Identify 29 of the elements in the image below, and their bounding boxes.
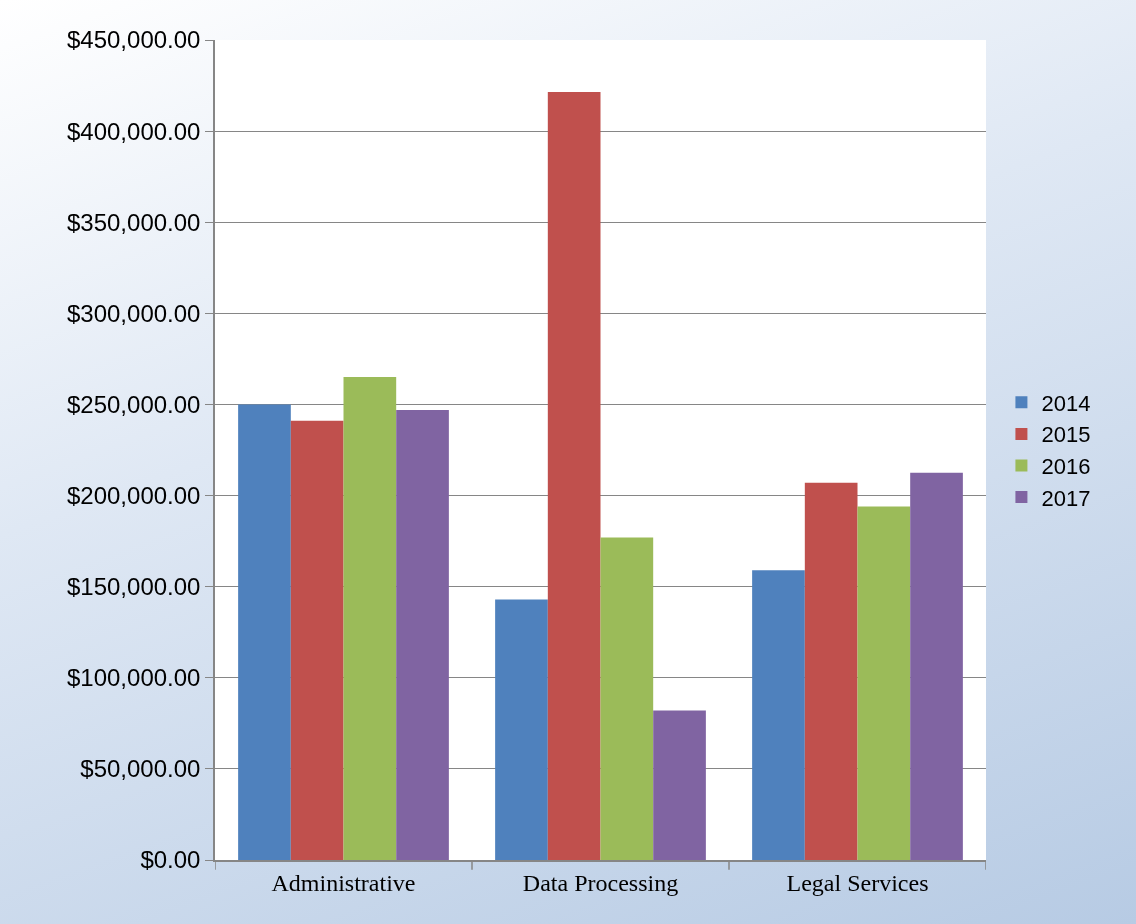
- bar: [396, 409, 449, 860]
- y-tick-label: $200,000.00: [66, 481, 201, 509]
- x-tick-label: Legal Services: [786, 869, 929, 896]
- bar: [600, 537, 654, 860]
- bar: [343, 377, 397, 860]
- y-tick-label: $400,000.00: [66, 117, 201, 145]
- legend-label: 2015: [1041, 422, 1091, 448]
- bar: [910, 472, 963, 860]
- legend-label: 2014: [1041, 390, 1091, 416]
- bar: [495, 599, 548, 860]
- bar: [238, 404, 291, 860]
- y-tick-label: $350,000.00: [66, 208, 201, 236]
- legend-label: 2017: [1041, 485, 1091, 511]
- y-tick-label: $300,000.00: [66, 299, 201, 327]
- legend-label: 2016: [1041, 454, 1091, 480]
- y-tick-label: $250,000.00: [66, 390, 201, 418]
- y-tick-label: $50,000.00: [80, 755, 201, 783]
- y-tick-label: $450,000.00: [66, 26, 201, 54]
- bar: [857, 506, 911, 860]
- y-tick-label: $100,000.00: [66, 664, 201, 692]
- y-tick-label: $150,000.00: [66, 573, 201, 601]
- bar: [547, 91, 601, 860]
- y-tick-label: $0.00: [140, 846, 201, 874]
- x-tick-label: Administrative: [271, 869, 416, 896]
- bar: [752, 570, 805, 860]
- x-tick-label: Data Processing: [522, 869, 679, 896]
- bar: [653, 710, 706, 860]
- bar: [804, 482, 858, 860]
- bar: [290, 420, 344, 860]
